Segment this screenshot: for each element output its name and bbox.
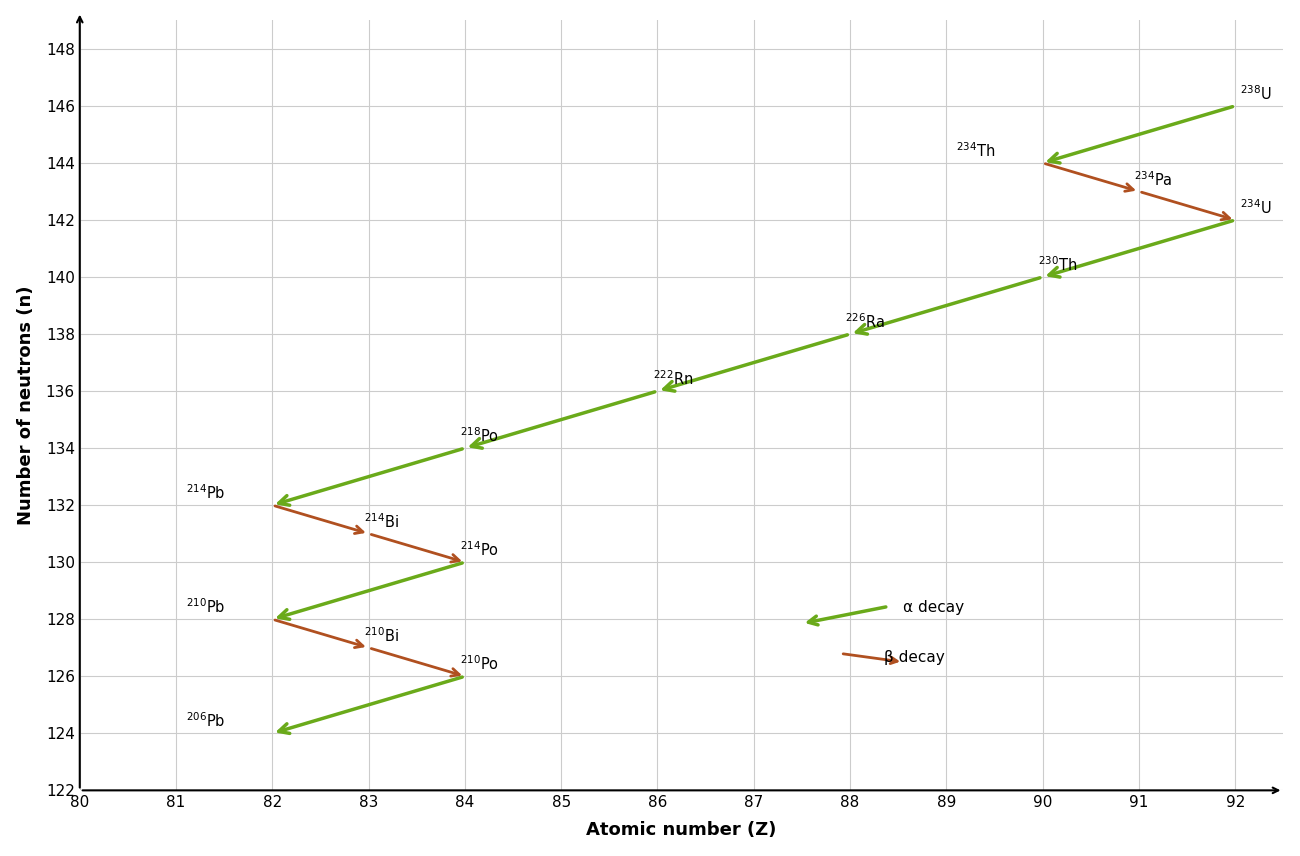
Y-axis label: Number of neutrons (n): Number of neutrons (n)	[17, 286, 35, 525]
Text: $^{210}$Pb: $^{210}$Pb	[186, 597, 225, 616]
Text: $^{234}$U: $^{234}$U	[1240, 199, 1271, 217]
Text: $^{226}$Ra: $^{226}$Ra	[845, 312, 885, 331]
Text: $^{218}$Po: $^{218}$Po	[460, 426, 499, 445]
Text: $^{206}$Pb: $^{206}$Pb	[186, 712, 225, 730]
Text: $^{210}$Bi: $^{210}$Bi	[364, 627, 399, 645]
Text: α decay: α decay	[903, 600, 965, 615]
Text: $^{214}$Po: $^{214}$Po	[460, 541, 499, 559]
Text: β decay: β decay	[884, 651, 945, 665]
Text: $^{210}$Po: $^{210}$Po	[460, 655, 499, 674]
Text: $^{234}$Th: $^{234}$Th	[956, 141, 996, 160]
Text: $^{222}$Rn: $^{222}$Rn	[653, 370, 693, 389]
Text: $^{214}$Bi: $^{214}$Bi	[364, 512, 399, 531]
Text: $^{214}$Pb: $^{214}$Pb	[186, 484, 225, 502]
Text: $^{238}$U: $^{238}$U	[1240, 85, 1271, 103]
Text: $^{234}$Pa: $^{234}$Pa	[1134, 169, 1173, 188]
X-axis label: Atomic number (Z): Atomic number (Z)	[586, 822, 776, 840]
Text: $^{230}$Th: $^{230}$Th	[1037, 255, 1076, 274]
